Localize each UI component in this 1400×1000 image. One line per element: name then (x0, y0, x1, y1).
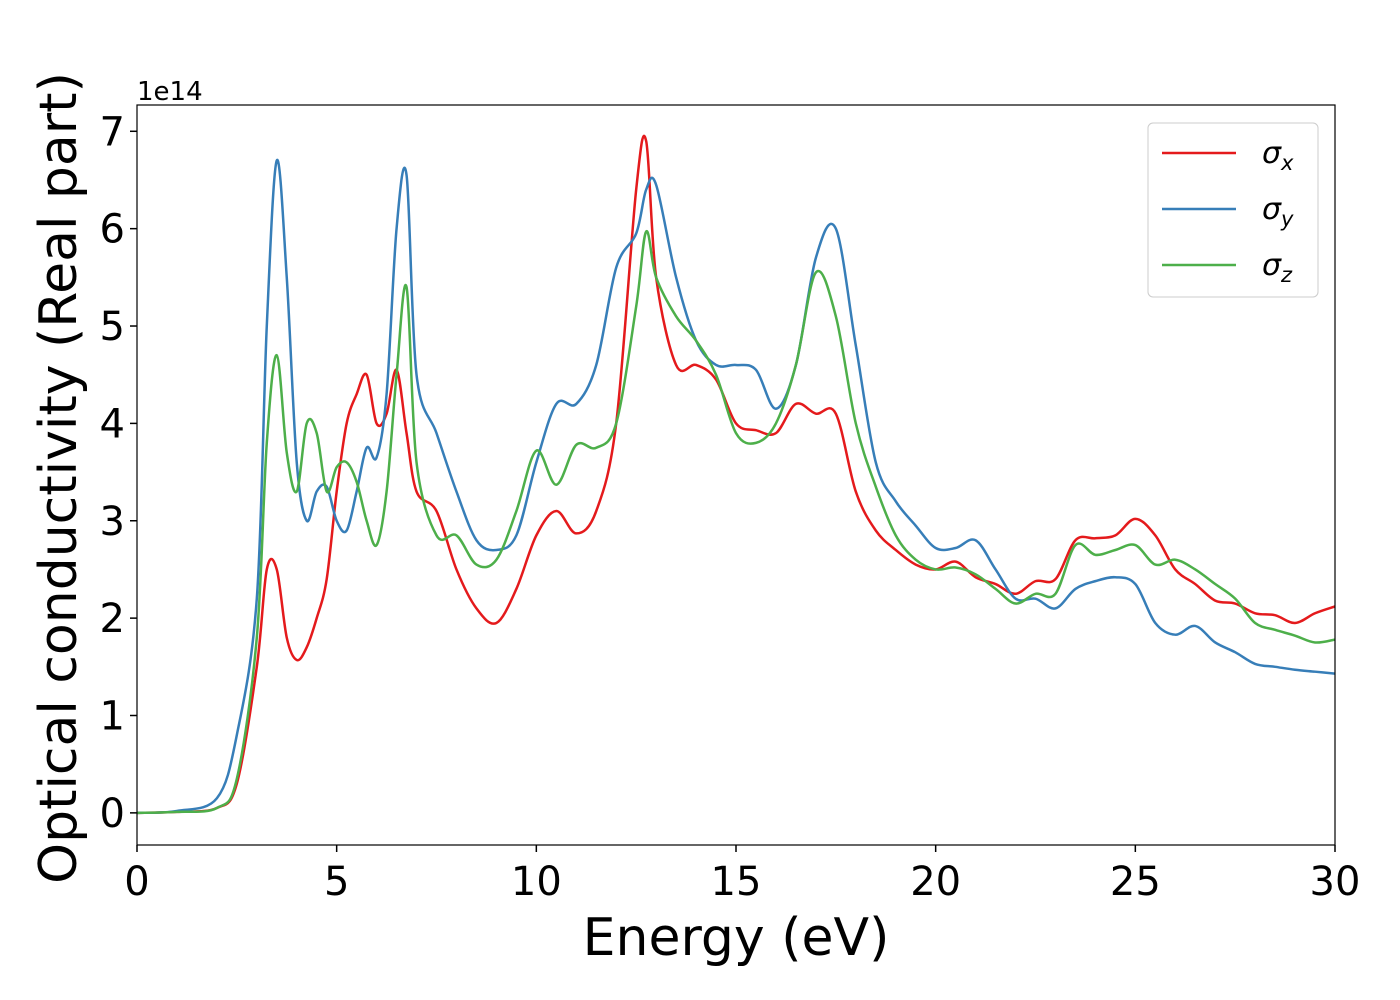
y-axis-label: Optical conductivity (Real part) (29, 72, 89, 884)
x-tick-label: 20 (910, 859, 961, 905)
y-tick-label: 7 (100, 109, 125, 155)
series-line (137, 230, 1335, 815)
x-tick-label: 10 (511, 859, 562, 905)
legend-label: σz (1262, 248, 1293, 287)
x-tick-label: 25 (1110, 859, 1161, 905)
y-offset-label: 1e14 (137, 77, 203, 107)
y-tick-label: 4 (100, 401, 125, 447)
legend-label: σx (1262, 136, 1294, 175)
x-tick-label: 30 (1310, 859, 1361, 905)
series-line (137, 158, 1335, 815)
series-line (137, 134, 1335, 815)
y-tick-label: 6 (100, 207, 125, 253)
y-tick-label: 3 (100, 499, 125, 545)
plot-frame (136, 104, 1336, 846)
y-tick-label: 2 (100, 596, 125, 642)
legend-label: σy (1262, 192, 1294, 231)
y-tick-label: 5 (100, 304, 125, 350)
y-tick-label: 0 (100, 791, 125, 837)
x-tick-label: 15 (711, 859, 762, 905)
x-tick-label: 5 (324, 859, 349, 905)
y-tick-label: 1 (100, 694, 125, 740)
x-axis-label: Energy (eV) (583, 908, 890, 968)
x-tick-label: 0 (124, 859, 149, 905)
